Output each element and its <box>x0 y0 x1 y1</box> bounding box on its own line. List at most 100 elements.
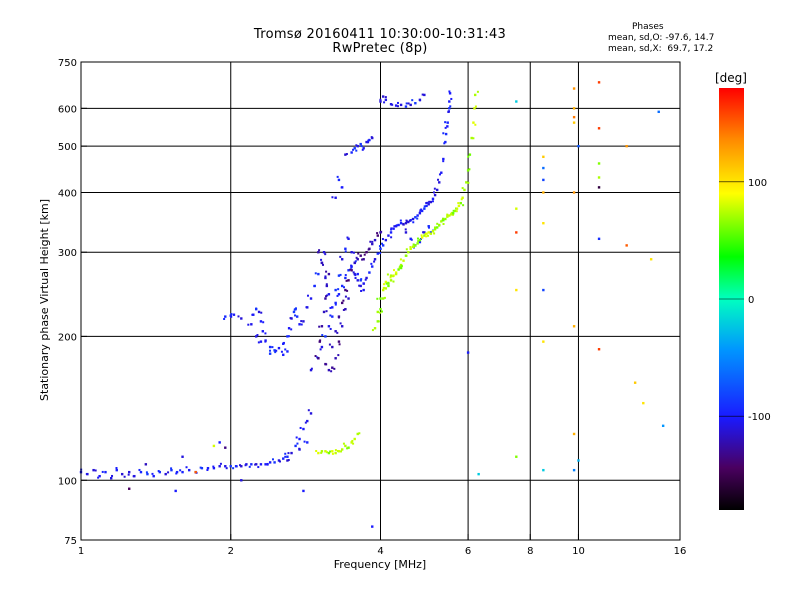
data-point <box>365 140 368 144</box>
data-point <box>467 181 470 184</box>
data-point <box>473 107 476 110</box>
data-point <box>477 472 480 476</box>
data-point <box>224 315 227 318</box>
data-point <box>314 272 317 275</box>
data-point <box>425 232 428 235</box>
data-point <box>256 334 259 337</box>
data-point <box>302 320 305 323</box>
data-point <box>331 452 334 455</box>
data-point <box>449 105 452 108</box>
data-point <box>437 178 440 181</box>
data-point <box>264 340 267 343</box>
data-point <box>94 469 97 472</box>
data-point <box>417 240 420 243</box>
data-point <box>405 248 408 251</box>
data-point <box>384 96 387 99</box>
data-point <box>309 368 313 372</box>
data-point <box>322 310 326 314</box>
data-point <box>158 470 161 474</box>
data-point <box>294 444 297 448</box>
data-point <box>433 191 436 194</box>
data-point <box>320 261 324 265</box>
data-point <box>206 466 210 470</box>
data-point <box>300 323 303 326</box>
data-point <box>473 93 477 97</box>
data-point <box>334 301 337 305</box>
data-point <box>324 276 327 280</box>
data-point <box>320 345 324 349</box>
data-point <box>465 181 468 184</box>
data-point <box>327 368 331 372</box>
data-point <box>363 253 366 256</box>
data-point <box>255 307 258 310</box>
data-point <box>399 222 403 225</box>
data-point <box>329 327 332 330</box>
data-point <box>175 470 179 474</box>
data-point <box>325 310 328 313</box>
data-point <box>362 258 365 261</box>
data-point <box>376 234 379 237</box>
data-point <box>367 139 370 142</box>
data-point <box>349 268 352 271</box>
data-point <box>344 276 347 280</box>
data-point <box>337 178 341 182</box>
data-point <box>642 401 645 405</box>
data-point <box>164 472 167 476</box>
data-point <box>284 455 287 458</box>
data-point <box>320 258 323 261</box>
data-point <box>151 472 154 475</box>
data-point <box>353 147 356 150</box>
data-point <box>373 238 377 242</box>
data-point <box>407 102 410 105</box>
data-point <box>295 315 299 318</box>
data-point <box>442 157 445 161</box>
data-point <box>446 121 449 124</box>
data-point <box>321 263 324 266</box>
data-point <box>463 188 466 192</box>
data-point <box>382 286 385 289</box>
data-point <box>268 352 272 355</box>
data-point <box>371 265 374 268</box>
data-point <box>232 313 236 316</box>
data-point <box>383 101 386 104</box>
data-point <box>404 105 408 108</box>
data-point <box>405 254 408 257</box>
data-point <box>461 187 464 190</box>
data-point <box>381 95 385 98</box>
data-point <box>368 271 371 274</box>
data-point <box>361 258 364 261</box>
data-point <box>468 153 472 156</box>
data-point <box>266 462 269 465</box>
data-point <box>327 325 331 328</box>
data-point <box>331 315 334 318</box>
data-point <box>306 419 309 423</box>
data-point <box>224 446 227 449</box>
data-point <box>384 98 388 102</box>
data-point <box>344 153 347 156</box>
data-point <box>416 237 419 240</box>
data-point <box>334 330 337 333</box>
data-point <box>409 247 412 250</box>
data-point <box>329 314 332 317</box>
data-point <box>327 272 331 276</box>
data-point <box>309 412 313 415</box>
data-point <box>381 297 385 300</box>
data-point <box>396 101 399 104</box>
data-point <box>448 214 451 217</box>
data-point <box>339 273 342 276</box>
data-point <box>435 226 439 229</box>
y-tick-label: 750 <box>58 58 77 69</box>
data-point <box>354 260 357 263</box>
data-point <box>325 295 328 298</box>
data-point <box>416 242 419 245</box>
data-point <box>408 219 411 222</box>
data-point <box>420 209 424 213</box>
data-point <box>422 231 425 234</box>
data-point <box>317 357 320 360</box>
data-point <box>381 242 384 245</box>
data-point <box>426 201 429 204</box>
data-point <box>337 288 340 291</box>
data-point <box>380 230 383 233</box>
data-point <box>146 472 149 476</box>
